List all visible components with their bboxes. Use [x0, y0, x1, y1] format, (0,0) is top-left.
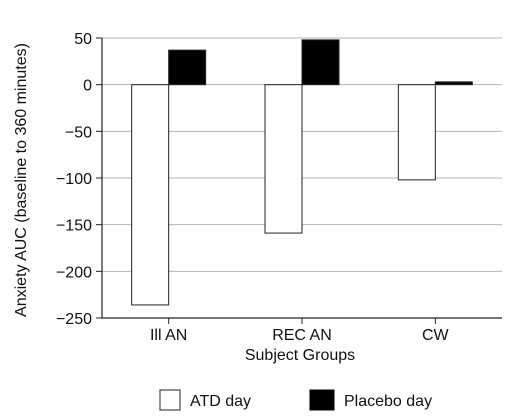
x-tick-label: Ill AN — [150, 327, 187, 344]
axes: 50 0 −50 −100 −150 −200 −250 Ill AN REC AN CW — [56, 31, 502, 344]
y-tick-label: −150 — [56, 218, 92, 235]
bar-placebo-day — [168, 49, 207, 86]
y-tick-label: 50 — [74, 31, 92, 48]
x-tick-label: REC AN — [272, 327, 332, 344]
legend-swatch-placebo — [309, 389, 335, 411]
bar-atd-day — [131, 84, 170, 306]
legend-label-placebo: Placebo day — [344, 393, 432, 410]
bar-atd-day — [264, 84, 303, 234]
bars — [131, 39, 473, 306]
bar-placebo-day — [434, 81, 473, 86]
legend: ATD day Placebo day — [159, 389, 432, 411]
y-tick-label: −250 — [56, 311, 92, 328]
y-tick-label: −50 — [65, 124, 92, 141]
x-tick-label: CW — [422, 327, 450, 344]
y-axis-title: Anxiety AUC (baseline to 360 minutes) — [13, 43, 30, 317]
x-axis-title: Subject Groups — [245, 347, 355, 364]
legend-swatch-atd — [159, 389, 181, 411]
y-tick-label: 0 — [83, 78, 92, 95]
y-tick-label: −100 — [56, 171, 92, 188]
bar-placebo-day — [301, 39, 340, 86]
y-tick-label: −200 — [56, 264, 92, 281]
legend-label-atd: ATD day — [190, 393, 251, 410]
bar-atd-day — [397, 84, 436, 181]
